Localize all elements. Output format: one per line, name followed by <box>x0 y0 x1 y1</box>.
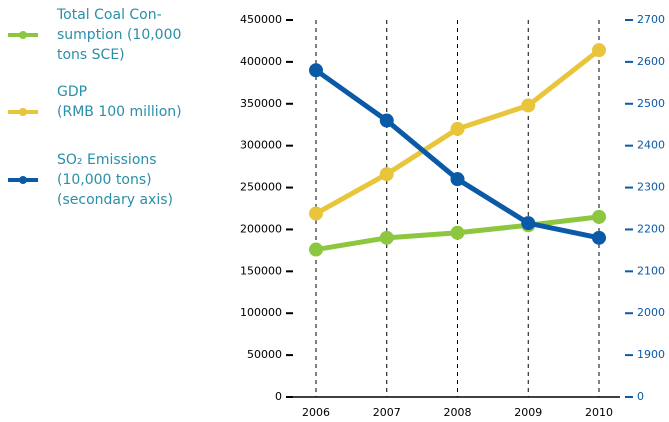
y-tick-label: 200000 <box>240 222 282 235</box>
x-tick-label: 2006 <box>302 406 330 419</box>
legend-marker <box>19 31 27 39</box>
data-point <box>309 242 323 257</box>
data-point <box>592 43 606 58</box>
y2-tick-label: 2400 <box>637 139 665 152</box>
y-tick-label: 0 <box>275 390 282 403</box>
y-tick-label: 450000 <box>240 13 282 26</box>
y-tick-label: 350000 <box>240 97 282 110</box>
data-point <box>450 121 465 136</box>
data-point <box>450 225 465 240</box>
legend-marker <box>19 176 27 184</box>
y-tick-label: 50000 <box>247 348 282 361</box>
data-point <box>592 230 606 245</box>
x-tick-label: 2007 <box>373 406 401 419</box>
data-point <box>309 63 323 78</box>
x-tick-label: 2009 <box>514 406 542 419</box>
data-point <box>521 98 536 113</box>
legend-label: SO₂ Emissions (10,000 tons) (secondary a… <box>57 152 173 208</box>
y2-tick-label: 2600 <box>637 55 665 68</box>
data-point <box>379 113 394 128</box>
y-tick-label: 150000 <box>240 264 282 277</box>
x-tick-label: 2008 <box>444 406 472 419</box>
y2-tick-label: 2100 <box>637 264 665 277</box>
data-point <box>309 206 323 221</box>
y2-tick-label: 2200 <box>637 222 665 235</box>
y-tick-label: 300000 <box>240 139 282 152</box>
y2-tick-label: 1900 <box>637 348 665 361</box>
y-tick-label: 250000 <box>240 181 282 194</box>
data-point <box>379 167 394 182</box>
data-point <box>450 172 465 187</box>
legend-label: Total Coal Con- sumption (10,000 tons SC… <box>57 7 182 63</box>
legend-marker <box>19 108 27 116</box>
y2-tick-label: 2700 <box>637 13 665 26</box>
y2-tick-label: 2500 <box>637 97 665 110</box>
data-point <box>521 216 536 231</box>
x-tick-label: 2010 <box>585 406 613 419</box>
y-tick-label: 400000 <box>240 55 282 68</box>
legend-label: GDP (RMB 100 million) <box>57 84 182 120</box>
y2-tick-label: 2000 <box>637 306 665 319</box>
data-point <box>592 209 606 224</box>
y2-tick-label: 0 <box>637 390 644 403</box>
y-tick-label: 100000 <box>240 306 282 319</box>
y2-tick-label: 2300 <box>637 181 665 194</box>
data-point <box>379 230 394 245</box>
